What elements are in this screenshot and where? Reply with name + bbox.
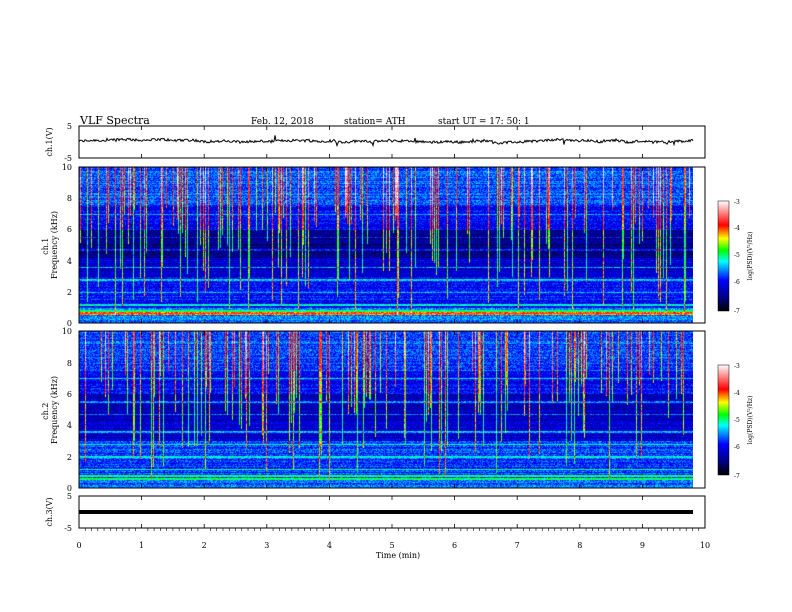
- ch1-ytick-top: 5: [67, 122, 72, 131]
- ch2-ytick-4: 4: [67, 421, 72, 430]
- chart-title: VLF Spectra: [79, 114, 150, 127]
- ch2-ylabel-line1: ch.2: [41, 403, 50, 420]
- ch1-ytick-8: 8: [67, 194, 72, 203]
- x-tick-label-9: 9: [640, 541, 645, 550]
- ch2-ylabel-line2: Frequency (kHz): [50, 376, 59, 444]
- ch2-ytick-2: 2: [67, 453, 72, 462]
- x-tick-label-4: 4: [327, 541, 332, 550]
- ch2-ytick-6: 6: [67, 390, 72, 399]
- ch1-ylabel-line2: Frequency (kHz): [50, 211, 59, 279]
- x-tick-label-0: 0: [76, 541, 81, 550]
- ch3-ytick-top: 5: [67, 492, 72, 501]
- ch2-colorbar-scale: [717, 364, 730, 476]
- x-tick-label-6: 6: [452, 541, 457, 550]
- ch2-ytick-8: 8: [67, 359, 72, 368]
- x-axis-tick-labels: 0 1 2 3 4 5 6 7 8 9 10: [76, 541, 710, 550]
- ch1-cbtick-4: -4: [734, 225, 740, 232]
- x-tick-label-7: 7: [515, 541, 520, 550]
- ch2-cbtick-6: -6: [734, 444, 740, 451]
- ch2-spectrogram-ylabel: ch.2 Frequency (kHz): [41, 376, 59, 444]
- ch1-colorbar-label: log(PSD)(V²/Hz): [747, 232, 754, 281]
- ch1-cbtick-7: -7: [734, 308, 740, 315]
- ch1-cbtick-6: -6: [734, 279, 740, 286]
- ch1-cbtick-3: -3: [734, 199, 740, 206]
- ch1-ylabel-line1: ch.1: [41, 238, 50, 255]
- x-tick-label-5: 5: [389, 541, 394, 550]
- ch2-ytick-0: 0: [67, 484, 72, 493]
- ch1-ytick-10: 10: [62, 163, 72, 172]
- date-label: Feb. 12, 2018: [251, 117, 314, 127]
- station-label: station= ATH: [344, 117, 406, 127]
- ch3-voltage-trace: [79, 510, 693, 514]
- ch2-ytick-10: 10: [62, 327, 72, 336]
- ch1-cbtick-5: -5: [734, 252, 740, 259]
- ch3-voltage-ylabel: ch.3(V): [45, 497, 54, 526]
- x-axis-ticks: [78, 126, 706, 531]
- ch2-colorbar: -3 -4 -5 -6 -7 log(PSD)(V²/Hz): [717, 363, 754, 480]
- ch1-voltage-trace: [78, 135, 694, 148]
- ch2-cbtick-7: -7: [734, 473, 740, 480]
- ch1-spectrogram-image: [79, 167, 693, 323]
- ch1-ytick-bottom: -5: [64, 154, 72, 163]
- ch1-ytick-6: 6: [67, 225, 72, 234]
- ch2-spectrogram-image: [79, 331, 693, 488]
- ch1-ytick-4: 4: [67, 257, 72, 266]
- x-axis-label: Time (min): [376, 551, 420, 560]
- ch2-cbtick-5: -5: [734, 417, 740, 424]
- x-tick-label-10: 10: [700, 541, 710, 550]
- ch1-ytick-0: 0: [67, 319, 72, 328]
- x-tick-label-1: 1: [139, 541, 144, 550]
- ch1-spectrogram-panel: 10 8 6 4 2 0 ch.1 Frequency (kHz): [41, 163, 706, 328]
- ch1-colorbar: -3 -4 -5 -6 -7 log(PSD)(V²/Hz): [717, 199, 754, 315]
- ch3-ytick-bottom: -5: [64, 524, 72, 533]
- ch1-voltage-ylabel: ch.1(V): [45, 127, 54, 156]
- start-ut-label: start UT = 17: 50: 1: [438, 117, 530, 127]
- ch3-voltage-panel: 5 -5 ch.3(V): [45, 492, 706, 533]
- ch1-voltage-panel: 5 -5 ch.1(V): [45, 122, 706, 163]
- ch1-colorbar-scale: [717, 200, 730, 312]
- ch2-spectrogram-panel: 10 8 6 4 2 0 ch.2 Frequency (kHz): [41, 327, 706, 493]
- x-tick-label-2: 2: [202, 541, 207, 550]
- ch2-cbtick-4: -4: [734, 390, 740, 397]
- ch2-colorbar-label: log(PSD)(V²/Hz): [747, 396, 754, 445]
- x-tick-label-3: 3: [264, 541, 269, 550]
- x-tick-label-8: 8: [577, 541, 582, 550]
- ch2-cbtick-3: -3: [734, 363, 740, 370]
- ch1-ytick-2: 2: [67, 288, 72, 297]
- ch1-spectrogram-ylabel: ch.1 Frequency (kHz): [41, 211, 59, 279]
